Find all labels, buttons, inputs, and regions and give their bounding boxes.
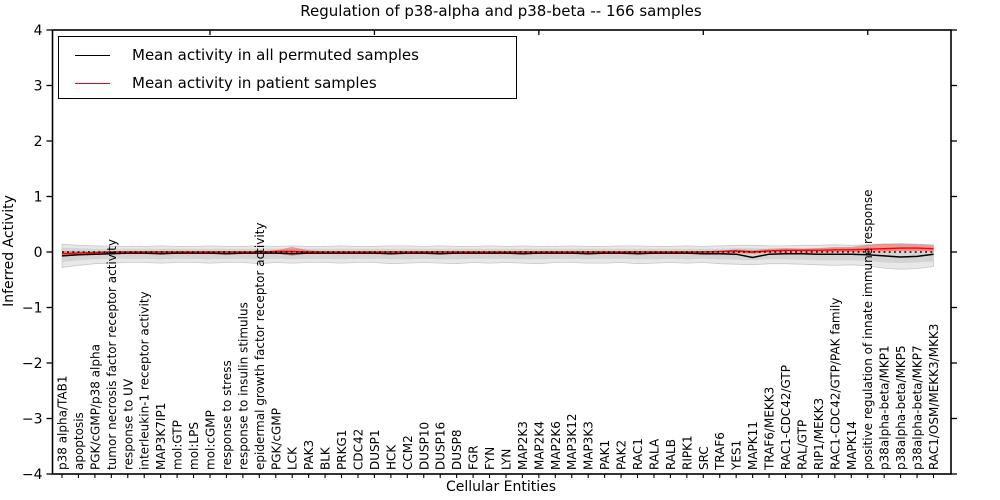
- x-tick-label: mol:GTP: [171, 420, 185, 470]
- x-tick-label: PGK/cGMP: [269, 408, 283, 470]
- x-tick-label: LYN: [499, 449, 513, 470]
- y-tick-label: 3: [34, 79, 43, 95]
- permuted-mean-line: [61, 252, 934, 259]
- x-tick-label: RALB: [664, 439, 678, 470]
- x-tick-label: mol:LPS: [187, 422, 201, 470]
- x-tick-label: DUSP1: [368, 429, 382, 470]
- y-tick-label: −1: [22, 301, 43, 317]
- legend: Mean activity in all permuted samples Me…: [58, 36, 517, 99]
- y-tick-label: −2: [22, 356, 43, 372]
- x-tick-label: PAK1: [598, 440, 612, 470]
- x-tick-label: DUSP8: [450, 429, 464, 470]
- x-tick-label: p38alpha-beta/MKP7: [911, 345, 925, 470]
- x-tick-label: tumor necrosis factor receptor activity: [105, 239, 119, 470]
- x-tick-label: MAP2K3: [516, 421, 530, 470]
- patient-mean-line: [61, 247, 934, 255]
- x-tick-label: RIP1/MEKK3: [812, 398, 826, 470]
- x-tick-label: DUSP16: [434, 422, 448, 470]
- legend-entry-permuted: Mean activity in all permuted samples: [75, 41, 516, 69]
- chart-title: Regulation of p38-alpha and p38-beta -- …: [300, 2, 702, 20]
- x-tick-label: LCK: [286, 446, 300, 470]
- x-tick-label: p38alpha-beta/MKP1: [878, 345, 892, 470]
- x-tick-label: PAK3: [302, 440, 316, 470]
- x-tick-label: RAC1/OSM/MEKK3/MKK3: [927, 324, 941, 470]
- x-tick-label: HCK: [384, 444, 398, 470]
- x-tick-label: FGR: [467, 445, 481, 470]
- y-axis-label: Inferred Activity: [1, 195, 17, 307]
- x-tick-label: TRAF6/MEKK3: [763, 387, 777, 471]
- x-tick-label: CCM2: [401, 435, 415, 470]
- x-tick-label: mol:cGMP: [203, 410, 217, 470]
- x-tick-label: MAP2K4: [532, 421, 546, 470]
- x-tick-label: YES1: [730, 440, 744, 471]
- x-tick-label: CDC42: [351, 429, 365, 470]
- legend-label: Mean activity in all permuted samples: [132, 46, 419, 64]
- x-tick-label: response to UV: [121, 378, 135, 470]
- x-tick-label: MAP3K3: [582, 421, 596, 470]
- x-tick-label: FYN: [483, 447, 497, 470]
- y-tick-label: −3: [22, 412, 43, 428]
- x-tick-label: response to insulin stimulus: [236, 302, 250, 470]
- y-tick-label: 4: [34, 23, 43, 39]
- x-tick-label: p38alpha-beta/MKP5: [894, 345, 908, 470]
- x-tick-label: apoptosis: [72, 412, 86, 470]
- x-tick-label: RAC1-CDC42/GTP/PAK family: [828, 298, 842, 470]
- x-tick-label: PGK/cGMP/p38 alpha: [88, 344, 102, 470]
- x-tick-label: response to stress: [220, 360, 234, 470]
- patient-line-swatch: [75, 82, 110, 84]
- x-tick-label: interleukin-1 receptor activity: [138, 291, 152, 470]
- x-tick-label: MAP3K7IP1: [154, 403, 168, 470]
- x-tick-label: BLK: [319, 446, 333, 470]
- y-tick-label: 0: [34, 245, 43, 261]
- x-tick-label: TRAF6: [713, 432, 727, 471]
- x-tick-label: MAPK14: [845, 421, 859, 470]
- x-tick-label: RIPK1: [680, 435, 694, 470]
- x-tick-label: MAPK11: [746, 421, 760, 470]
- permuted-line-swatch: [75, 54, 110, 56]
- x-tick-label: DUSP10: [417, 422, 431, 470]
- x-tick-label: RAC1-CDC42/GTP: [779, 365, 793, 470]
- x-tick-label: RAC1: [631, 438, 645, 470]
- x-tick-label: positive regulation of innate immune res…: [861, 190, 875, 470]
- x-tick-label: MAP3K12: [565, 413, 579, 470]
- x-tick-label: epidermal growth factor receptor activit…: [253, 223, 267, 470]
- x-tick-label: RAL/GTP: [795, 420, 809, 470]
- x-tick-label: SRC: [697, 446, 711, 470]
- x-tick-label: p38 alpha/TAB1: [56, 376, 70, 470]
- x-axis-label: Cellular Entities: [445, 479, 557, 495]
- x-tick-label: PAK2: [615, 440, 629, 470]
- y-tick-label: 1: [34, 190, 43, 206]
- y-tick-label: 2: [34, 134, 43, 150]
- legend-label: Mean activity in patient samples: [132, 74, 377, 92]
- x-tick-label: MAP2K6: [549, 421, 563, 470]
- x-tick-label: RALA: [647, 438, 661, 470]
- legend-entry-patient: Mean activity in patient samples: [75, 69, 516, 97]
- y-tick-label: −4: [22, 467, 43, 483]
- x-tick-label: PRKG1: [335, 430, 349, 470]
